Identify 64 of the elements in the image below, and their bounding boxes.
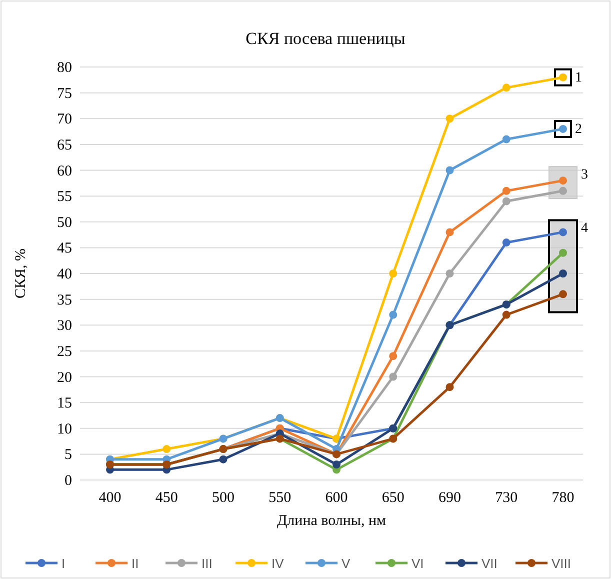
- x-tick-label: 600: [325, 490, 348, 506]
- point: [332, 460, 340, 469]
- chart-title: СКЯ посева пшеницы: [246, 29, 406, 48]
- annotation: 1: [575, 70, 582, 86]
- point: [559, 270, 567, 278]
- point: [502, 197, 510, 206]
- legend-label: V: [342, 556, 350, 571]
- y-tick-label: 25: [57, 344, 72, 360]
- x-tick-label: 690: [438, 490, 461, 506]
- y-tick-label: 0: [64, 473, 72, 489]
- x-tick-label: 400: [98, 490, 122, 506]
- x-tick-label: 500: [212, 490, 234, 506]
- y-tick-label: 30: [57, 318, 72, 334]
- annotation: 4: [581, 221, 588, 236]
- legend-label: VII: [482, 556, 498, 571]
- point: [502, 310, 510, 319]
- point: [502, 135, 510, 144]
- legend-label: II: [132, 556, 139, 571]
- point: [389, 352, 398, 360]
- legend-label: III: [202, 556, 212, 571]
- point: [389, 372, 398, 381]
- y-tick-label: 10: [57, 421, 72, 438]
- point: [559, 228, 567, 236]
- point: [219, 455, 228, 464]
- y-tick-label: 50: [57, 214, 72, 231]
- y-tick-label: 70: [57, 112, 72, 128]
- y-tick-label: 75: [57, 86, 72, 102]
- point: [446, 383, 454, 392]
- point: [389, 310, 398, 319]
- point: [446, 228, 454, 236]
- x-axis-title: Длина волны, нм: [276, 513, 387, 529]
- y-tick-label: 40: [57, 266, 72, 282]
- x-tick-label: 550: [268, 490, 292, 506]
- legend-label: I: [62, 556, 66, 571]
- point: [502, 84, 510, 92]
- y-tick-label: 35: [57, 292, 72, 308]
- x-tick-label: 780: [552, 490, 574, 506]
- annotation: 3: [581, 168, 588, 183]
- y-tick-label: 80: [57, 60, 72, 76]
- point: [446, 166, 454, 174]
- y-tick-label: 55: [57, 189, 72, 206]
- y-tick-label: 5: [64, 447, 72, 464]
- point: [162, 445, 171, 454]
- point: [389, 270, 398, 278]
- y-tick-label: 45: [57, 240, 72, 257]
- point: [502, 186, 510, 195]
- legend-label: VIII: [552, 556, 572, 571]
- point: [446, 114, 454, 123]
- point: [559, 290, 567, 298]
- point: [446, 270, 454, 278]
- legend-label: IV: [272, 556, 284, 571]
- legend-label: VI: [412, 556, 424, 571]
- y-tick-label: 65: [57, 137, 72, 154]
- point: [559, 186, 567, 195]
- point: [502, 238, 510, 247]
- x-tick-label: 450: [155, 490, 178, 506]
- y-tick-label: 15: [57, 396, 72, 412]
- y-tick-label: 60: [57, 163, 72, 180]
- x-tick-label: 730: [495, 490, 518, 506]
- y-axis-title: СКЯ, %: [13, 248, 29, 299]
- annotation: 2: [575, 122, 582, 137]
- x-tick-label: 650: [382, 490, 404, 506]
- point: [559, 248, 567, 257]
- y-tick-label: 20: [57, 370, 72, 386]
